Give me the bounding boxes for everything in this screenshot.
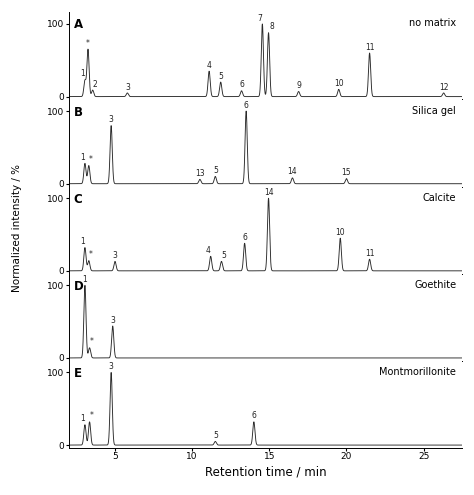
Text: 1: 1 bbox=[80, 237, 85, 246]
Text: D: D bbox=[74, 280, 83, 293]
Text: Goethite: Goethite bbox=[414, 280, 456, 290]
Text: 5: 5 bbox=[213, 431, 218, 440]
Text: 10: 10 bbox=[336, 228, 345, 237]
Text: 9: 9 bbox=[296, 81, 301, 90]
Text: 1: 1 bbox=[82, 275, 87, 284]
Text: no matrix: no matrix bbox=[409, 18, 456, 29]
Text: E: E bbox=[74, 367, 82, 380]
Text: 10: 10 bbox=[334, 79, 344, 88]
Text: 5: 5 bbox=[221, 251, 226, 260]
X-axis label: Retention time / min: Retention time / min bbox=[205, 465, 326, 478]
Text: 4: 4 bbox=[207, 61, 211, 70]
Text: *: * bbox=[90, 337, 93, 346]
Text: 7: 7 bbox=[257, 13, 262, 23]
Text: 1: 1 bbox=[80, 153, 85, 162]
Text: 6: 6 bbox=[244, 100, 248, 110]
Text: 3: 3 bbox=[110, 315, 115, 325]
Text: 11: 11 bbox=[365, 43, 374, 51]
Text: 1: 1 bbox=[80, 69, 85, 78]
Text: 2: 2 bbox=[92, 80, 97, 89]
Text: 5: 5 bbox=[218, 72, 223, 81]
Text: 6: 6 bbox=[251, 411, 256, 420]
Text: *: * bbox=[89, 155, 92, 164]
Text: Normalized intensity / %: Normalized intensity / % bbox=[12, 164, 22, 292]
Text: 3: 3 bbox=[125, 83, 130, 92]
Text: Calcite: Calcite bbox=[423, 193, 456, 203]
Text: 4: 4 bbox=[206, 246, 211, 255]
Text: 15: 15 bbox=[342, 168, 351, 177]
Text: *: * bbox=[86, 39, 90, 48]
Text: Montmorillonite: Montmorillonite bbox=[379, 367, 456, 377]
Text: 6: 6 bbox=[239, 80, 244, 89]
Text: *: * bbox=[90, 411, 93, 420]
Text: A: A bbox=[74, 18, 83, 32]
Text: C: C bbox=[74, 193, 82, 206]
Text: B: B bbox=[74, 105, 83, 119]
Text: 5: 5 bbox=[213, 166, 218, 175]
Text: 14: 14 bbox=[264, 188, 273, 197]
Text: 6: 6 bbox=[242, 233, 247, 242]
Text: 14: 14 bbox=[288, 167, 297, 176]
Text: 3: 3 bbox=[109, 115, 114, 124]
Text: Silica gel: Silica gel bbox=[412, 105, 456, 116]
Text: 1: 1 bbox=[80, 414, 85, 423]
Text: 11: 11 bbox=[365, 249, 374, 258]
Text: 3: 3 bbox=[109, 362, 114, 371]
Text: *: * bbox=[89, 250, 92, 259]
Text: 3: 3 bbox=[113, 251, 118, 260]
Text: 8: 8 bbox=[269, 22, 274, 31]
Text: 13: 13 bbox=[195, 169, 205, 178]
Text: 12: 12 bbox=[439, 83, 448, 92]
